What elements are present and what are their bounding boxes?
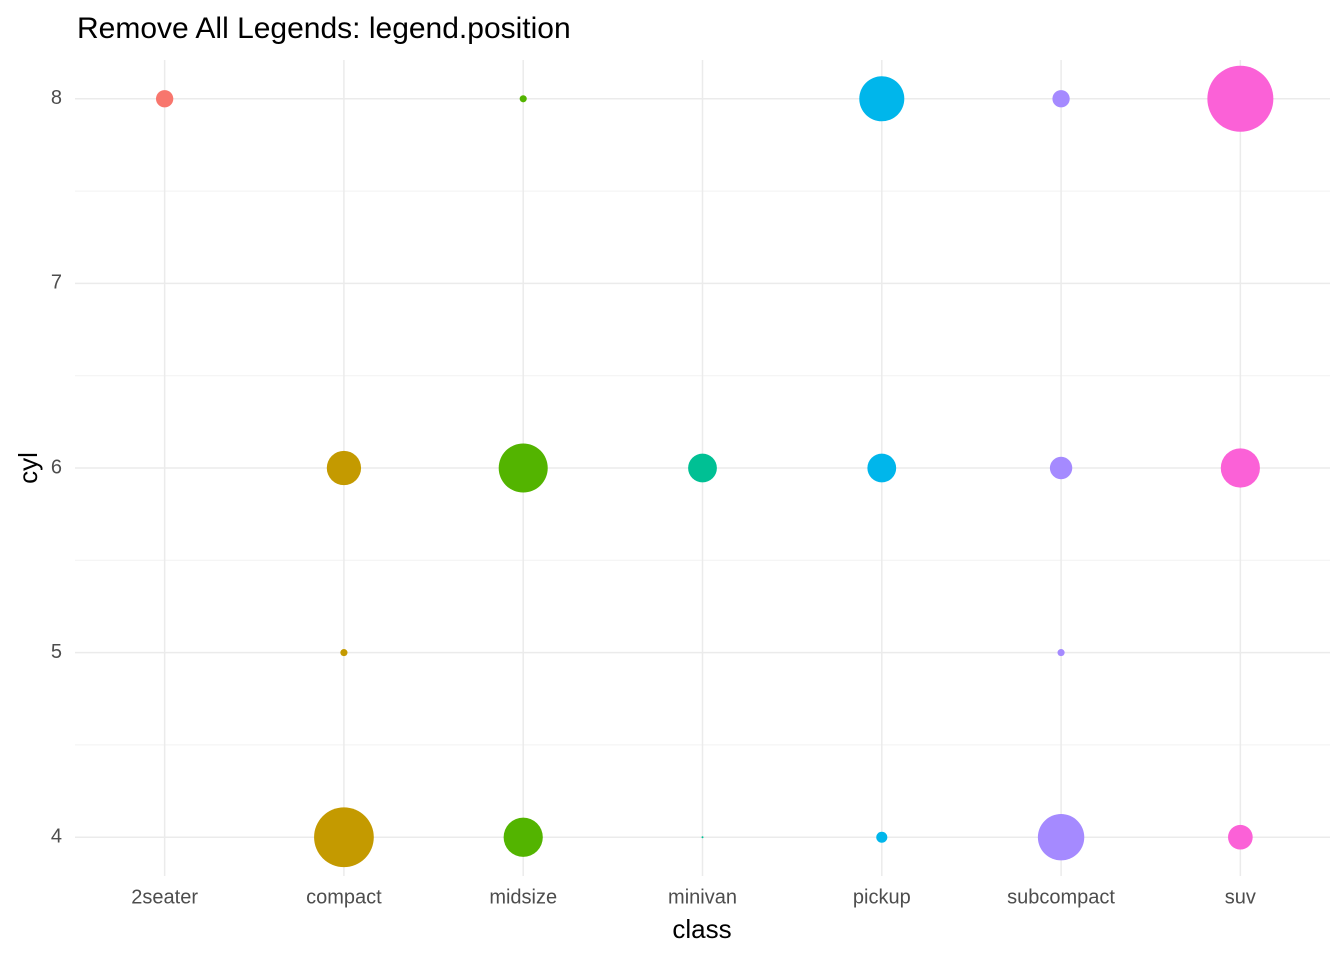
point	[326, 450, 362, 486]
x-axis-title: class	[672, 914, 731, 944]
point	[1049, 456, 1073, 480]
point	[503, 817, 543, 857]
point	[859, 76, 905, 122]
x-tick-label: subcompact	[1007, 886, 1115, 908]
point	[1037, 814, 1085, 861]
point	[1052, 90, 1070, 108]
point	[1207, 65, 1274, 132]
x-tick-label: compact	[306, 886, 382, 908]
x-tick-label: suv	[1225, 886, 1256, 908]
y-tick-label: 6	[51, 456, 62, 478]
y-tick-label: 5	[51, 641, 62, 663]
point	[498, 443, 548, 493]
x-tick-label: minivan	[668, 886, 737, 908]
point	[519, 95, 527, 103]
y-axis-title: cyl	[13, 452, 43, 484]
point	[1228, 824, 1253, 850]
y-tick-label: 8	[51, 87, 62, 109]
point	[155, 90, 174, 108]
point	[867, 453, 897, 483]
x-tick-label: midsize	[489, 886, 557, 908]
y-tick-label: 7	[51, 272, 62, 294]
point	[701, 836, 704, 839]
x-tick-label: pickup	[853, 886, 911, 908]
chart-title: Remove All Legends: legend.position	[77, 12, 571, 45]
point	[1057, 649, 1065, 657]
x-tick-label: 2seater	[131, 886, 198, 908]
point	[314, 807, 374, 868]
point	[688, 453, 717, 483]
point	[340, 649, 348, 657]
y-tick-label: 4	[51, 826, 62, 848]
point	[1220, 448, 1260, 488]
point	[876, 831, 888, 843]
